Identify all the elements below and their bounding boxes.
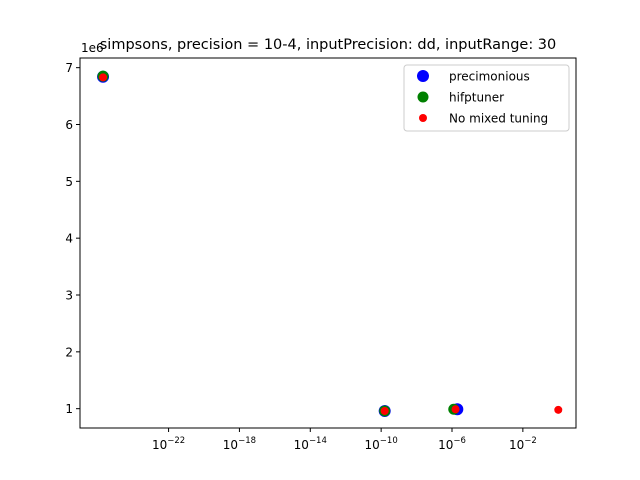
data-points <box>97 70 563 417</box>
legend: precimonious hifptuner No mixed tuning <box>403 64 570 132</box>
y-offset-label: 1e6 <box>81 41 104 55</box>
legend-label: No mixed tuning <box>449 112 548 126</box>
y-tick-label: 7 <box>65 61 73 75</box>
x-tick-label: 10−10 <box>365 436 398 452</box>
x-tick-label: 10−22 <box>152 436 185 452</box>
data-point <box>99 73 108 82</box>
legend-box <box>403 64 570 132</box>
y-tick-label: 3 <box>65 289 73 303</box>
legend-label: hifptuner <box>449 91 504 105</box>
x-tick-label: 10−6 <box>438 436 466 452</box>
x-tick-label: 10−2 <box>509 436 537 452</box>
x-tick-label: 10−18 <box>223 436 256 452</box>
y-tick-label: 6 <box>65 118 73 132</box>
plot-frame <box>79 57 577 429</box>
series-no-mixed-tuning <box>99 73 563 415</box>
legend-label: precimonious <box>449 70 530 84</box>
y-tick-label: 5 <box>65 175 73 189</box>
data-point <box>554 405 563 414</box>
y-axis: 1 2 3 4 5 6 7 <box>65 61 80 416</box>
data-point <box>380 406 389 415</box>
y-tick-label: 1 <box>65 402 73 416</box>
y-tick-label: 2 <box>65 345 73 359</box>
data-point <box>451 405 460 414</box>
legend-marker <box>419 114 427 122</box>
legend-marker <box>417 91 429 103</box>
x-axis: 10−22 10−18 10−14 10−10 10−6 10−2 <box>152 428 537 452</box>
y-tick-label: 4 <box>65 232 73 246</box>
chart-title: simpsons, precision = 10-4, inputPrecisi… <box>100 37 557 53</box>
legend-marker <box>417 70 429 82</box>
x-tick-label: 10−14 <box>294 436 327 452</box>
